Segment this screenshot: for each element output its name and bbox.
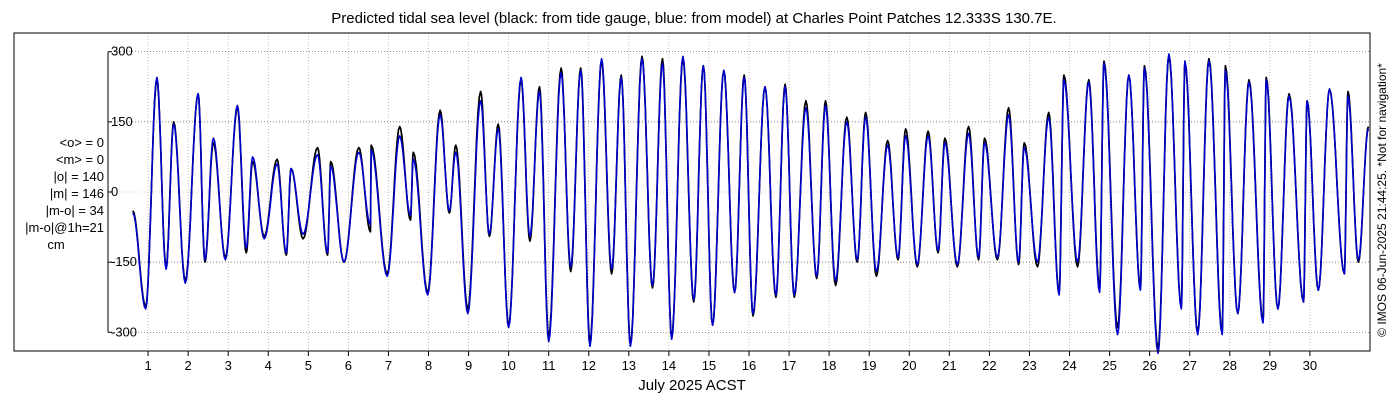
x-tick-label: 23 <box>1022 358 1036 373</box>
x-tick-label: 5 <box>305 358 312 373</box>
x-tick-label: 11 <box>542 358 556 373</box>
x-tick-label: 7 <box>385 358 392 373</box>
x-tick-label: 26 <box>1142 358 1156 373</box>
plot-frame <box>13 32 1371 352</box>
series-line-model <box>132 53 1370 355</box>
stat-diff-1h: |m-o|@1h=21 <box>25 220 104 235</box>
stat-obs-mean: <o> = 0 <box>59 135 104 150</box>
stat-diff: |m-o| = 34 <box>45 203 104 218</box>
stat-model-mean: <m> = 0 <box>55 152 104 167</box>
x-tick-label: 3 <box>225 358 232 373</box>
x-tick-label: 15 <box>702 358 716 373</box>
x-tick-label: 9 <box>465 358 472 373</box>
x-tick-label: 24 <box>1062 358 1076 373</box>
x-tick-label: 6 <box>345 358 352 373</box>
x-tick-label: 1 <box>144 358 151 373</box>
x-tick-label: 29 <box>1263 358 1277 373</box>
x-tick-label: 4 <box>265 358 272 373</box>
y-tick-label: 300 <box>111 44 133 59</box>
x-tick-label: 16 <box>742 358 756 373</box>
x-tick-label: 10 <box>501 358 515 373</box>
x-tick-label: 30 <box>1303 358 1317 373</box>
x-tick-label: 18 <box>822 358 836 373</box>
x-tick-label: 21 <box>942 358 956 373</box>
x-tick-label: 14 <box>662 358 676 373</box>
x-tick-label: 19 <box>862 358 876 373</box>
x-tick-label: 20 <box>902 358 916 373</box>
y-tick-label: -150 <box>111 254 137 269</box>
x-tick-label: 28 <box>1223 358 1237 373</box>
x-tick-label: 13 <box>622 358 636 373</box>
y-tick-label: 150 <box>111 114 133 129</box>
series-group <box>132 53 1370 355</box>
y-tick-label: 0 <box>111 184 118 199</box>
x-tick-label: 12 <box>582 358 596 373</box>
stat-unit: cm <box>47 237 65 252</box>
x-tick-label: 2 <box>185 358 192 373</box>
x-tick-label: 17 <box>782 358 796 373</box>
x-tick-label: 27 <box>1182 358 1196 373</box>
y-tick-label: -300 <box>111 324 137 339</box>
axes: 1 2 3 4 5 6 7 8 9 10 11 12 13 14 15 16 17 18 19 20 21 22 23 24 2… <box>107 44 1317 373</box>
statistics-panel: <o> = 0 <m> = 0 |o| = 140 |m| = 146 |m-o… <box>4 134 104 253</box>
stat-obs-abs: |o| = 140 <box>53 169 105 184</box>
grid <box>108 33 1370 351</box>
x-axis-label: July 2025 ACST <box>638 377 746 394</box>
x-tick-label: 22 <box>982 358 996 373</box>
x-tick-label: 8 <box>425 358 432 373</box>
chart-title: Predicted tidal sea level (black: from t… <box>331 10 1057 27</box>
x-tick-label: 25 <box>1102 358 1116 373</box>
stat-model-abs: |m| = 146 <box>49 186 104 201</box>
